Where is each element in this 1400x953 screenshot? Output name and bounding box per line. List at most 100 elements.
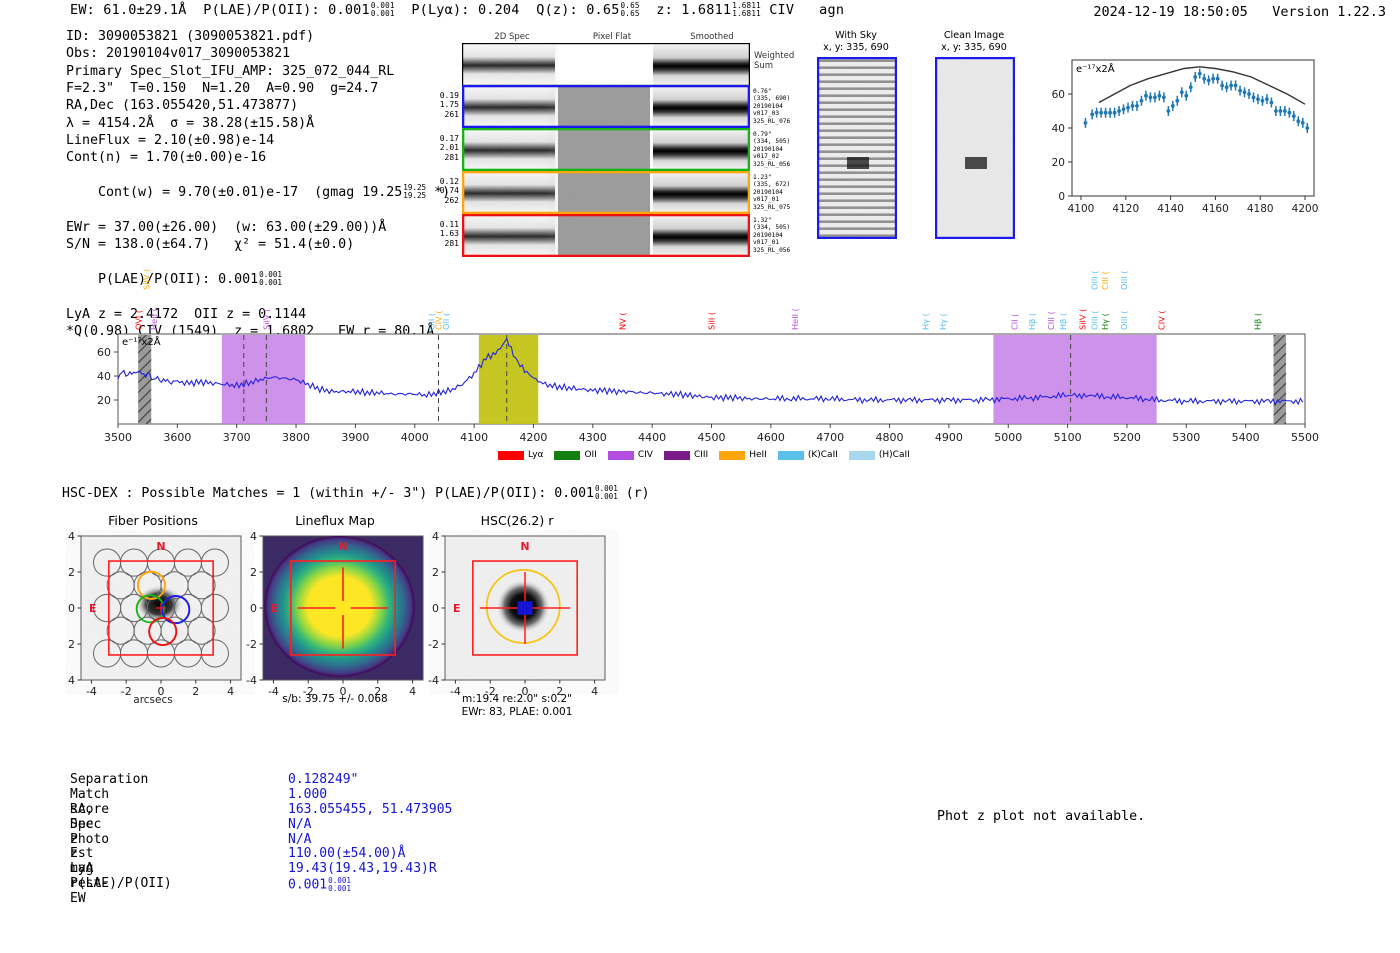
legend-swatch (607, 450, 634, 460)
svg-text:-4: -4 (450, 685, 461, 698)
fiber-positions-plot[interactable]: -4 -2 0 2 4 4 2 0 2 4 N E (55, 530, 255, 705)
svg-text:4700: 4700 (816, 431, 844, 444)
info-line: ID: 3090053821 (3090053821.pdf) (66, 29, 315, 44)
spec2d-row-strip (462, 171, 750, 214)
legend-label: CIV (637, 450, 653, 460)
svg-text:0: 0 (522, 685, 529, 698)
hsc-image-plot[interactable]: -4 -2 0 2 4 4 2 0 -2 -4 N E (419, 530, 619, 705)
info-line: LineFlux = 2.10(±0.98)e-14 (66, 133, 275, 149)
svg-text:5400: 5400 (1232, 431, 1260, 444)
legend-item: (K)CaII (777, 450, 838, 460)
hscdex-text: HSC-DEX : Possible Matches = 1 (within +… (62, 486, 594, 502)
svg-text:3800: 3800 (282, 431, 310, 444)
hscdex-summary: HSC-DEX : Possible Matches = 1 (within +… (62, 484, 650, 502)
svg-text:-4: -4 (246, 674, 257, 687)
svg-text:SiIV (: SiIV ( (142, 269, 152, 290)
info-line: Primary Spec_Slot_IFU_AMP: 325_072_044_R… (66, 63, 395, 79)
spec2d-row-right-label: 1.23" (335, 672) 20190104 v017_01 325_RL… (753, 174, 791, 211)
legend-label: CIII (693, 450, 709, 460)
svg-text:4900: 4900 (935, 431, 963, 444)
gmag-fraction: 19.25 19.25 (403, 183, 427, 201)
svg-text:OII (: OII ( (427, 313, 437, 330)
hsc-image-title: HSC(26.2) r (480, 513, 554, 528)
svg-text:-2: -2 (121, 685, 132, 698)
spec2d-row-left-labels: 0.19 1.75 261 (439, 91, 459, 119)
hsc-image-caption2: EWr: 83, PLAE: 0.001 (461, 705, 573, 718)
spec2d-row-strip (462, 128, 750, 171)
spec2d-row-right-label: 1.32" (334, 505) 20190104 v017_01 325_RL… (753, 217, 791, 254)
spectrum-legend: Lyα OII CIV CIII HeII (K)CaII (H)CaII (498, 450, 910, 460)
info-line-contw: Cont(w) = 9.70(±0.01)e-17 (gmag 19.2519.… (98, 183, 451, 201)
info-line-plae: P(LAE)/P(OII): 0.0010.001 0.001 (98, 270, 282, 288)
svg-text:-2: -2 (303, 685, 314, 698)
svg-text:HeII (: HeII ( (149, 308, 159, 330)
info-line: RA,Dec (163.055420,51.473877) (66, 98, 299, 114)
header-plae-fraction: 0.001 0.001 (370, 1, 395, 19)
legend-swatch (848, 450, 875, 460)
table-row-key: Match score (70, 786, 110, 817)
svg-text:Hγ (: Hγ ( (1100, 313, 1110, 330)
lineflux-map-title: Lineflux Map (295, 513, 375, 528)
legend-item: HeII (719, 450, 767, 460)
svg-text:0: 0 (158, 685, 165, 698)
legend-item: CIV (607, 450, 653, 460)
table-row-key: Est LyA rest-EW (70, 846, 110, 907)
info-line: EWr = 37.00(±26.00) (w: 63.00(±29.00))Å (66, 219, 387, 235)
legend-item: (H)CaII (848, 450, 910, 460)
table-row-value: 19.43(19.43,19.43)R (288, 861, 437, 877)
svg-text:Hβ (: Hβ ( (1027, 313, 1037, 330)
header-classification: agn (819, 2, 845, 19)
spec2d-row-strip (462, 214, 750, 257)
svg-text:5100: 5100 (1054, 431, 1082, 444)
svg-text:2: 2 (556, 685, 563, 698)
svg-text:-4: -4 (268, 685, 279, 698)
svg-text:Hγ (: Hγ ( (938, 313, 948, 330)
legend-swatch (498, 450, 524, 460)
legend-item: Lyα (498, 450, 543, 460)
lineflux-map-plot[interactable]: -4 -2 0 2 4 4 2 0 -2 -4 N E (237, 530, 437, 705)
svg-text:4100: 4100 (1068, 203, 1095, 215)
timestamp: 2024-12-19 18:50:05 (1093, 4, 1248, 20)
legend-item: OII (554, 450, 597, 460)
legend-label: OII (584, 450, 597, 460)
spec2d-col-header-smoothed: Smoothed (690, 32, 734, 42)
svg-text:NV (: NV ( (618, 312, 628, 330)
header-plya: P(Lyα): 0.204 (411, 2, 520, 19)
svg-text:0: 0 (250, 602, 257, 615)
svg-text:5500: 5500 (1291, 431, 1319, 444)
svg-text:E: E (89, 602, 97, 615)
svg-text:Hβ (: Hβ ( (1253, 313, 1263, 330)
svg-text:OIII (: OIII ( (1119, 311, 1129, 331)
table-plae-fraction: 0.001 0.001 (328, 876, 351, 894)
svg-text:OIII (: OIII ( (1090, 271, 1100, 291)
svg-text:OII (: OII ( (441, 313, 451, 330)
spec2d-col-header-2dspec: 2D Spec (494, 32, 530, 42)
info-line: LyA z = 2.4172 OII z = 0.1144 (66, 306, 307, 322)
svg-text:OIII (: OIII ( (1090, 311, 1100, 331)
spec2d-row-left-labels: 0.11 1.63 281 (439, 220, 459, 248)
svg-text:Hγ (: Hγ ( (920, 313, 930, 330)
svg-text:4160: 4160 (1202, 203, 1229, 215)
svg-text:3600: 3600 (163, 431, 191, 444)
svg-text:4000: 4000 (401, 431, 429, 444)
svg-text:4100: 4100 (460, 431, 488, 444)
svg-text:20: 20 (1052, 157, 1065, 169)
hsc-image-caption: m:19.4 re:2.0" s:0.2" EWr: 83, PLAE: 0.0… (461, 693, 573, 718)
table-row-key: P(LAE)/P(OII) (70, 876, 172, 892)
svg-text:3900: 3900 (341, 431, 369, 444)
svg-text:3700: 3700 (223, 431, 251, 444)
with-sky-title: With Sky x, y: 335, 690 (823, 30, 889, 53)
legend-item: CIII (663, 450, 709, 460)
svg-text:-4: -4 (428, 674, 439, 687)
svg-text:4: 4 (68, 674, 75, 687)
svg-text:2: 2 (250, 566, 257, 579)
svg-text:4: 4 (591, 685, 598, 698)
svg-text:4140: 4140 (1157, 203, 1184, 215)
svg-text:-4: -4 (86, 685, 97, 698)
header-z-fraction: 1.6811 1.6811 (732, 1, 761, 19)
svg-text:N: N (156, 540, 165, 553)
svg-text:60: 60 (1052, 89, 1065, 101)
legend-label: Lyα (528, 450, 544, 460)
svg-text:20: 20 (97, 394, 111, 407)
header-summary-line: EW: 61.0±29.1Å P(LAE)/P(OII): 0.0010.001… (70, 1, 845, 19)
